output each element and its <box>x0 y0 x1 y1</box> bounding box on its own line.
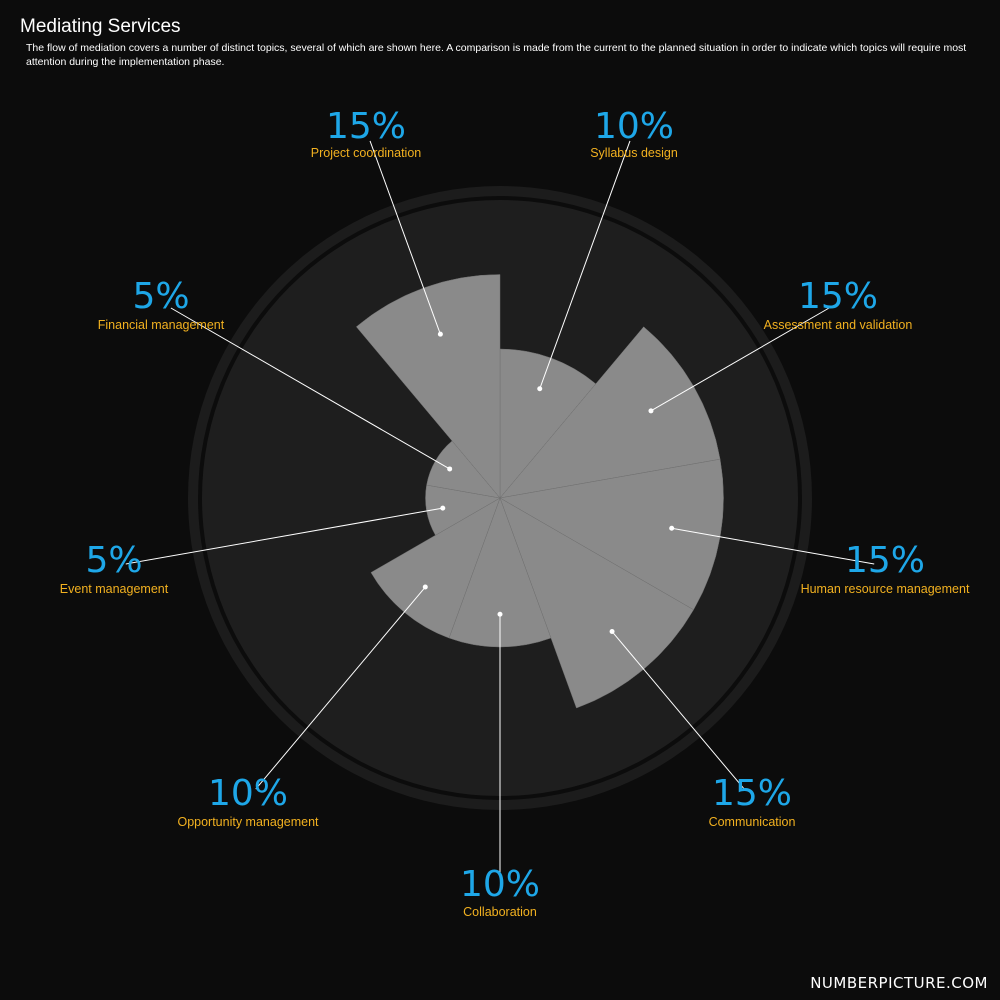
leader-dot-opportunity-management <box>422 584 428 590</box>
percent-label-project-coordination: 15% <box>326 106 406 147</box>
category-label-opportunity-management: Opportunity management <box>177 815 319 829</box>
leader-dot-human-resource-management <box>669 525 675 531</box>
leader-line-event-management <box>125 507 443 565</box>
leader-line-human-resource-management <box>671 527 875 565</box>
slices-group <box>355 274 724 709</box>
percent-label-assessment-and-validation: 15% <box>798 276 878 317</box>
leader-line-financial-management <box>170 307 450 470</box>
percent-label-human-resource-management: 15% <box>845 540 925 581</box>
category-label-assessment-and-validation: Assessment and validation <box>764 318 913 332</box>
brand-logo: NUMBERPICTURE.COM <box>810 974 988 992</box>
category-label-event-management: Event management <box>60 582 169 596</box>
page-title: Mediating Services <box>20 16 181 37</box>
category-label-financial-management: Financial management <box>98 318 225 332</box>
page-subtitle: The flow of mediation covers a number of… <box>26 42 967 68</box>
category-label-syllabus-design: Syllabus design <box>590 146 678 160</box>
percent-label-communication: 15% <box>712 773 792 814</box>
percent-label-financial-management: 5% <box>132 276 189 317</box>
leader-lines-group <box>125 140 875 878</box>
leader-dot-collaboration <box>497 611 503 617</box>
leader-dot-project-coordination <box>437 331 443 337</box>
category-label-collaboration: Collaboration <box>463 905 537 919</box>
leader-dot-communication <box>609 629 615 635</box>
category-label-communication: Communication <box>709 815 796 829</box>
leader-dot-event-management <box>440 505 446 511</box>
leader-line-assessment-and-validation <box>650 307 830 412</box>
leader-line-syllabus-design <box>539 140 631 389</box>
leader-line-communication <box>611 631 745 790</box>
leader-line-opportunity-management <box>255 586 426 790</box>
percent-label-syllabus-design: 10% <box>594 106 674 147</box>
leader-line-project-coordination <box>369 140 441 335</box>
category-label-project-coordination: Project coordination <box>311 146 422 160</box>
percent-label-event-management: 5% <box>85 540 142 581</box>
category-label-human-resource-management: Human resource management <box>801 582 970 596</box>
leader-dot-assessment-and-validation <box>648 408 654 414</box>
percent-label-collaboration: 10% <box>460 864 540 905</box>
leader-dot-syllabus-design <box>537 386 543 392</box>
leader-dot-financial-management <box>447 466 453 472</box>
percent-label-opportunity-management: 10% <box>208 773 288 814</box>
